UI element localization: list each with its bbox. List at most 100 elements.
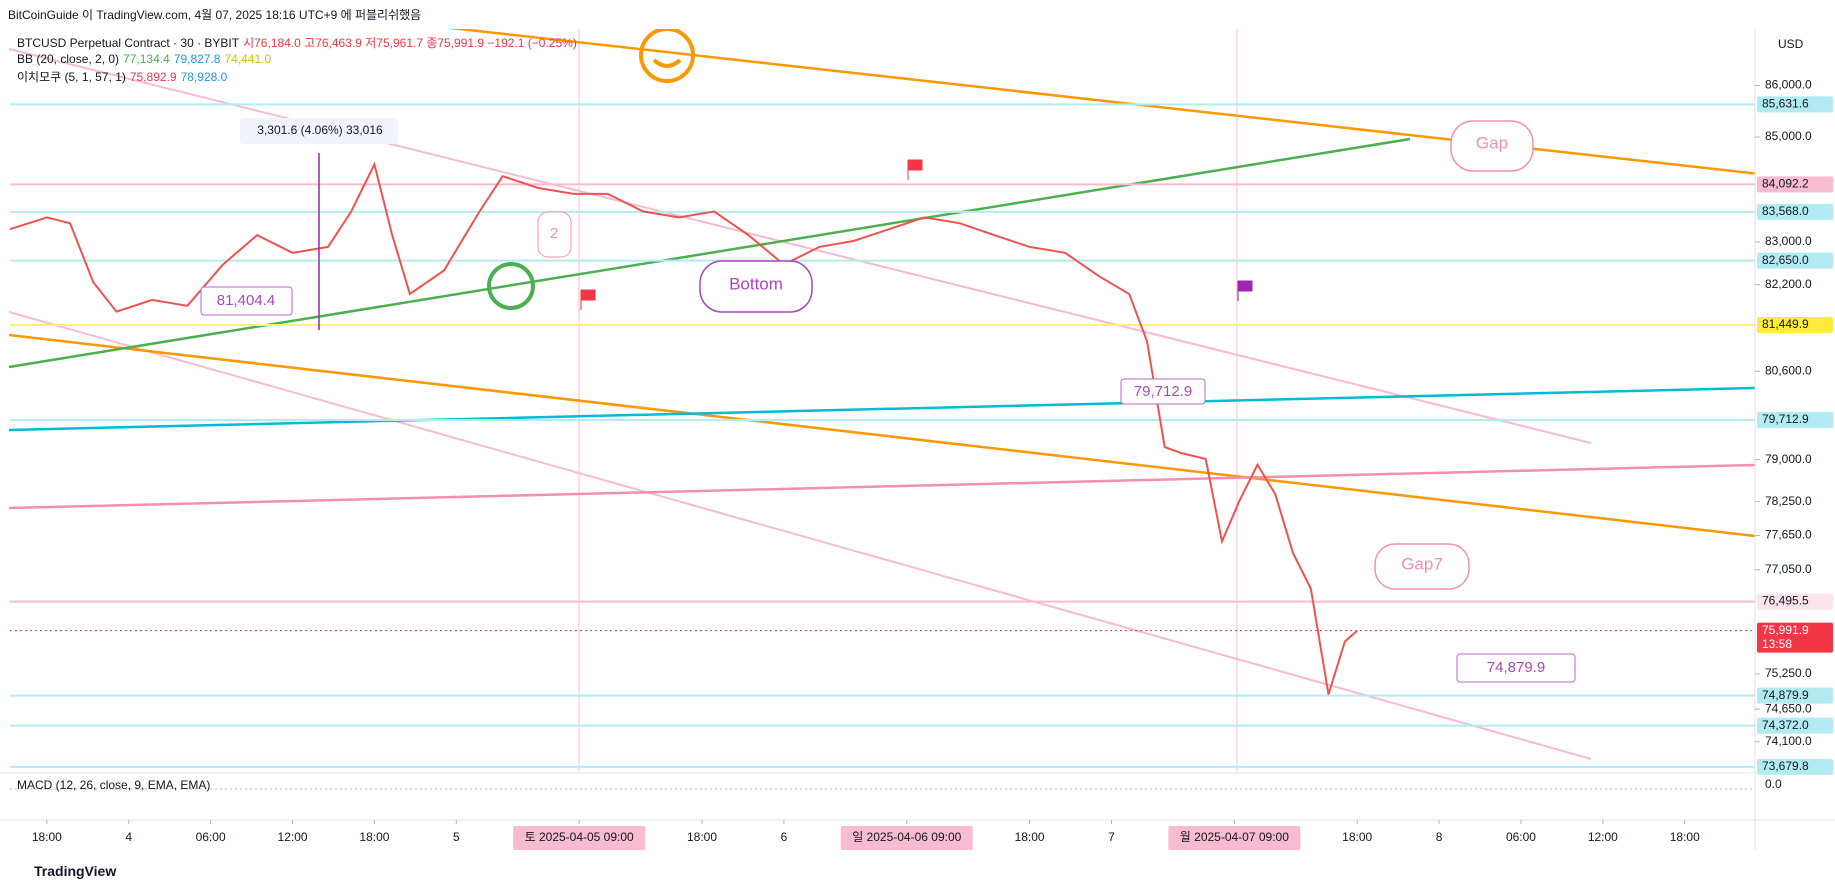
price-label: 75,991.9 xyxy=(1762,623,1809,637)
x-tick-label: 06:00 xyxy=(196,830,226,844)
macd-legend: MACD (12, 26, close, 9, EMA, EMA) xyxy=(17,778,211,792)
price-line xyxy=(9,161,1358,695)
drawings: 3,301.6 (4.06%) 33,016 81,404.4 Bottom 7… xyxy=(8,29,1755,771)
footer: TradingView xyxy=(34,863,117,879)
callout-label: 74,879.9 xyxy=(1487,659,1545,676)
countdown: 13:58 xyxy=(1762,637,1792,651)
x-tick-label: 6 xyxy=(781,830,788,844)
y-tick-label: 82,200.0 xyxy=(1765,277,1812,291)
x-tick-label: 8 xyxy=(1436,830,1443,844)
smiley xyxy=(652,58,682,68)
x-tick-label: 12:00 xyxy=(1588,830,1618,844)
callout xyxy=(1120,378,1206,405)
levels xyxy=(10,103,1755,768)
ichimoku-base: 78,928.0 xyxy=(180,70,228,84)
legend-symbol: BTCUSD Perpetual Contract · 30 · BYBIT 시7… xyxy=(17,34,581,51)
balloon-label: Bottom xyxy=(729,274,783,293)
smiley xyxy=(639,29,695,83)
x-tick-label: 4 xyxy=(125,830,132,844)
balloon xyxy=(699,260,813,313)
price-label-bg xyxy=(1757,96,1833,113)
price-label-bg xyxy=(1757,412,1833,429)
legend-bb: BB (20, close, 2, 0) 77,134.4 79,827.8 74,4… xyxy=(17,52,275,66)
price-label-bg xyxy=(1757,687,1833,704)
bb-name: BB (20, close, 2, 0) xyxy=(17,52,120,66)
callout-label: 81,404.4 xyxy=(217,292,275,309)
price-label: 74,372.0 xyxy=(1762,718,1809,732)
trend-line xyxy=(8,137,1411,369)
x-tick-label: 7 xyxy=(1108,830,1115,844)
y-tick-label: 86,000.0 xyxy=(1765,78,1812,92)
price-label: 81,449.9 xyxy=(1762,317,1809,331)
callout-label: 2 xyxy=(550,225,558,242)
price-label-bg xyxy=(1757,317,1833,334)
x-tick-highlight xyxy=(513,826,646,850)
y-tick-label: 79,000.0 xyxy=(1765,452,1812,466)
trend-line xyxy=(8,48,1592,444)
x-tick-label: 18:00 xyxy=(1015,830,1045,844)
smiley xyxy=(487,262,535,310)
y-tick-label: 83,000.0 xyxy=(1765,234,1812,248)
price-label-bg xyxy=(1757,758,1833,775)
balloon-label: Gap7 xyxy=(1401,554,1443,573)
bb-lower: 74,441.0 xyxy=(224,52,272,66)
trend-line xyxy=(448,29,1755,175)
symbol: BTCUSD Perpetual Contract · 30 · BYBIT xyxy=(17,36,240,50)
trend-line xyxy=(8,333,1755,538)
bb-upper: 79,827.8 xyxy=(173,52,221,66)
x-tick-label: 18:00 xyxy=(32,830,62,844)
price-label: 84,092.2 xyxy=(1762,177,1809,191)
x-tick-label: 12:00 xyxy=(278,830,308,844)
price-label-bg xyxy=(1757,593,1833,610)
x-tick-label: 18:00 xyxy=(687,830,717,844)
callout xyxy=(537,211,572,258)
price-label-bg xyxy=(1757,717,1833,734)
price-label: 82,650.0 xyxy=(1762,253,1809,267)
price-label-bg xyxy=(1757,252,1833,269)
ichimoku-name: 이치모쿠 (5, 1, 57, 1) xyxy=(17,70,126,84)
legend-ichimoku: 이치모쿠 (5, 1, 57, 1) 75,892.9 78,928.0 xyxy=(17,68,231,85)
x-tick-label: 일 2025-04-06 09:00 xyxy=(852,830,961,844)
balloon xyxy=(1374,543,1470,590)
price-label: 76,495.5 xyxy=(1762,594,1809,608)
x-tick-label: 5 xyxy=(453,830,460,844)
ichimoku-conversion: 75,892.9 xyxy=(129,70,177,84)
measure-box xyxy=(240,118,398,144)
x-tick-label: 18:00 xyxy=(1670,830,1700,844)
x-tick-label: 월 2025-04-07 09:00 xyxy=(1180,830,1289,844)
y-tick-label: 85,000.0 xyxy=(1765,129,1812,143)
y-tick-label: 75,250.0 xyxy=(1765,666,1812,680)
callout xyxy=(1456,653,1576,683)
price-label: 85,631.6 xyxy=(1762,97,1809,111)
trend-line xyxy=(8,311,1592,760)
callout xyxy=(200,286,293,316)
price-label: 74,879.9 xyxy=(1762,688,1809,702)
y-tick-label: 74,100.0 xyxy=(1765,734,1812,748)
y-tick-label: 77,050.0 xyxy=(1765,562,1812,576)
axes: 86,000.0 85,000.0 83,000.0 82,200.0 80,600.0… xyxy=(32,78,1833,850)
y-tick-label: 77,650.0 xyxy=(1765,528,1812,542)
ohlc: 시76,184.0 고76,463.9 저75,961.7 종75,991.9 … xyxy=(243,36,577,50)
x-tick-label: 18:00 xyxy=(359,830,389,844)
x-tick-label: 18:00 xyxy=(1342,830,1372,844)
trend-line xyxy=(8,386,1755,432)
x-tick-label: 토 2025-04-05 09:00 xyxy=(525,830,634,844)
flag xyxy=(580,289,596,310)
macd-axis-label: 0.0 xyxy=(1765,777,1782,791)
price-label: 83,568.0 xyxy=(1762,204,1809,218)
published: BitCoinGuide 이 TradingView.com, 4월 07, 2… xyxy=(8,8,422,22)
y-tick-label: 80,600.0 xyxy=(1765,363,1812,377)
bb-basis: 77,134.4 xyxy=(123,52,170,66)
price-label-bg xyxy=(1757,203,1833,220)
balloon xyxy=(1450,120,1534,172)
flag xyxy=(1237,280,1253,301)
currency: USD xyxy=(1778,37,1804,51)
price-label-bg xyxy=(1757,622,1833,653)
flag xyxy=(907,159,923,180)
series xyxy=(9,161,1358,695)
measure-label: 3,301.6 (4.06%) 33,016 xyxy=(257,123,383,137)
x-tick-highlight xyxy=(840,826,973,850)
balloon-label: Gap xyxy=(1476,133,1508,152)
